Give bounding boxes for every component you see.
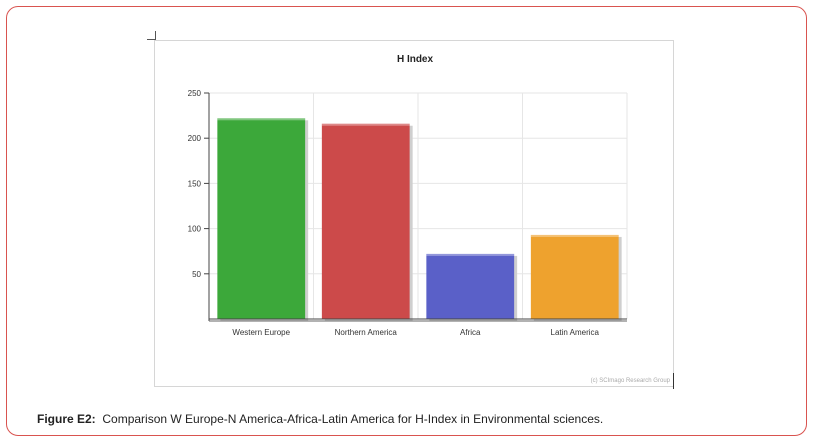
figure-frame: H Index 50 100 150 200 250 Western Europe Nort… bbox=[6, 6, 807, 436]
x-tick-label: Africa bbox=[460, 328, 481, 337]
bar-highlight bbox=[426, 253, 515, 256]
y-tick-label: 250 bbox=[188, 89, 202, 98]
chart-edge-mark bbox=[673, 373, 674, 389]
watermark: (c) SCImago Research Group bbox=[591, 378, 671, 384]
bar-chart: H Index 50 100 150 200 250 Western Europe Nort… bbox=[188, 54, 671, 384]
y-tick-label: 100 bbox=[188, 225, 202, 234]
y-tick-label: 50 bbox=[192, 270, 201, 279]
x-tick-label: Northern America bbox=[335, 328, 398, 337]
bars bbox=[217, 118, 622, 322]
corner-mark bbox=[147, 31, 156, 40]
chart-container: H Index 50 100 150 200 250 Western Europe Nort… bbox=[154, 40, 674, 387]
bar-africa bbox=[426, 253, 515, 319]
tick-labels: 50 100 150 200 250 Western Europe Northern Ame… bbox=[188, 89, 600, 337]
y-tick-label: 200 bbox=[188, 134, 202, 143]
caption-text: Comparison W Europe-N America-Africa-Lat… bbox=[102, 412, 604, 426]
x-tick-label: Western Europe bbox=[232, 328, 290, 337]
bar-highlight bbox=[530, 234, 619, 237]
figure-caption: Figure E2: Comparison W Europe-N America… bbox=[37, 412, 603, 426]
chart-title: H Index bbox=[397, 54, 434, 65]
bar-highlight bbox=[217, 118, 306, 121]
bar-western-europe bbox=[217, 118, 306, 319]
axes bbox=[204, 92, 627, 322]
bar-highlight bbox=[321, 123, 410, 126]
x-tick-label: Latin America bbox=[551, 328, 600, 337]
caption-label: Figure E2: bbox=[37, 412, 96, 426]
bar-northern-america bbox=[321, 123, 410, 320]
bar-latin-america bbox=[530, 234, 619, 319]
y-tick-label: 150 bbox=[188, 179, 202, 188]
